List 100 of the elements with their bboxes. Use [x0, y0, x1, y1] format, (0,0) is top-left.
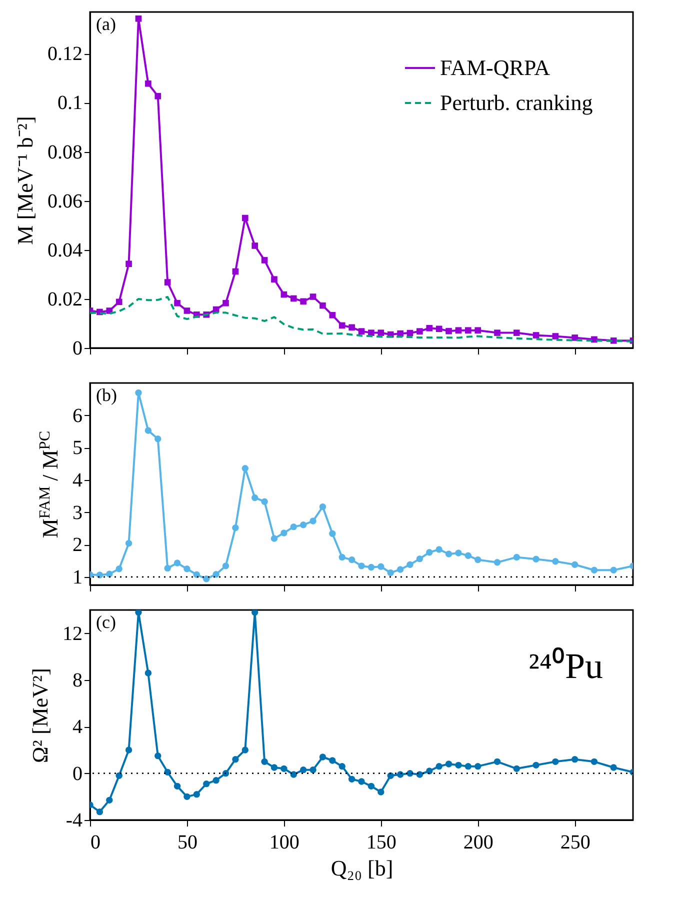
y-tick-label: 4 — [72, 716, 82, 738]
point — [590, 758, 598, 766]
point — [135, 610, 142, 616]
point — [348, 324, 355, 331]
point — [338, 322, 346, 329]
point — [464, 552, 472, 559]
point — [261, 498, 268, 505]
point — [455, 762, 462, 769]
point — [222, 300, 229, 306]
point — [494, 758, 501, 766]
y-tick-label: 0 — [72, 338, 82, 360]
point — [338, 762, 346, 770]
point — [300, 298, 306, 305]
point — [387, 772, 394, 780]
point — [513, 330, 520, 336]
point — [338, 554, 346, 561]
point — [174, 300, 180, 306]
point — [280, 291, 288, 298]
point — [396, 566, 404, 573]
point — [378, 563, 384, 570]
y-tick-label: 12 — [62, 622, 82, 645]
point — [300, 766, 307, 774]
x-tick-label: 0 — [90, 832, 100, 854]
x-tick-label: 200 — [463, 832, 494, 854]
point — [464, 762, 472, 770]
y-tick-label: 4 — [72, 469, 82, 492]
point — [426, 324, 433, 332]
point — [348, 556, 356, 564]
point — [329, 530, 336, 537]
point — [571, 756, 578, 763]
y-tick-label: 0.1 — [58, 92, 82, 114]
y-tick-label: 5 — [72, 437, 82, 460]
point — [378, 330, 384, 336]
point — [571, 561, 578, 568]
point — [446, 328, 452, 334]
point — [300, 522, 307, 528]
y-tick-label: 0.12 — [48, 43, 82, 66]
annotation: (c) — [96, 612, 116, 632]
point — [232, 268, 239, 275]
point — [610, 764, 617, 771]
point — [513, 554, 520, 561]
point — [203, 780, 210, 788]
point — [310, 518, 316, 524]
point — [474, 762, 482, 770]
point — [406, 330, 414, 336]
point — [358, 778, 365, 785]
point — [96, 808, 104, 816]
y-tick-label: 1 — [72, 566, 82, 588]
point — [96, 572, 104, 578]
point — [242, 464, 248, 472]
point — [436, 326, 442, 332]
point — [396, 771, 404, 778]
point — [212, 776, 220, 784]
point — [416, 555, 424, 562]
point — [164, 279, 171, 286]
point — [125, 746, 132, 754]
point — [106, 570, 113, 578]
point — [270, 764, 278, 771]
point — [145, 80, 152, 87]
point — [280, 530, 288, 536]
y-tick-label: -4 — [66, 810, 82, 832]
y-tick-label: 0.02 — [48, 288, 82, 310]
legend-label: FAM-QRPA — [440, 55, 550, 80]
point — [416, 771, 424, 778]
point — [252, 242, 258, 249]
point — [271, 276, 278, 282]
y-axis-title: M [MeV⁻¹ b⁻²] — [12, 116, 38, 245]
point — [242, 214, 248, 222]
point — [106, 796, 113, 804]
x-tick-label: 50 — [177, 832, 198, 854]
point — [378, 788, 384, 796]
point — [203, 576, 210, 582]
point — [552, 758, 559, 766]
y-tick-label: 8 — [72, 670, 82, 692]
point — [465, 327, 472, 334]
point — [116, 772, 122, 780]
point — [320, 302, 326, 309]
y-axis-title: Ω² [MeV²] — [28, 668, 52, 763]
point — [474, 327, 482, 334]
point — [552, 558, 559, 565]
point — [125, 540, 132, 547]
point — [348, 776, 356, 783]
point — [261, 758, 268, 766]
point — [174, 782, 181, 790]
y-tick-label: 0.06 — [48, 190, 82, 212]
point — [290, 295, 297, 302]
point — [513, 765, 520, 772]
point — [552, 333, 559, 340]
point — [406, 561, 414, 568]
point — [590, 566, 598, 574]
point — [222, 770, 230, 777]
point — [445, 760, 452, 768]
point — [445, 550, 452, 558]
point — [329, 757, 336, 764]
point — [184, 565, 190, 572]
point — [436, 762, 442, 770]
point — [358, 328, 365, 334]
point — [368, 782, 375, 790]
point — [455, 550, 462, 556]
point — [126, 260, 132, 268]
